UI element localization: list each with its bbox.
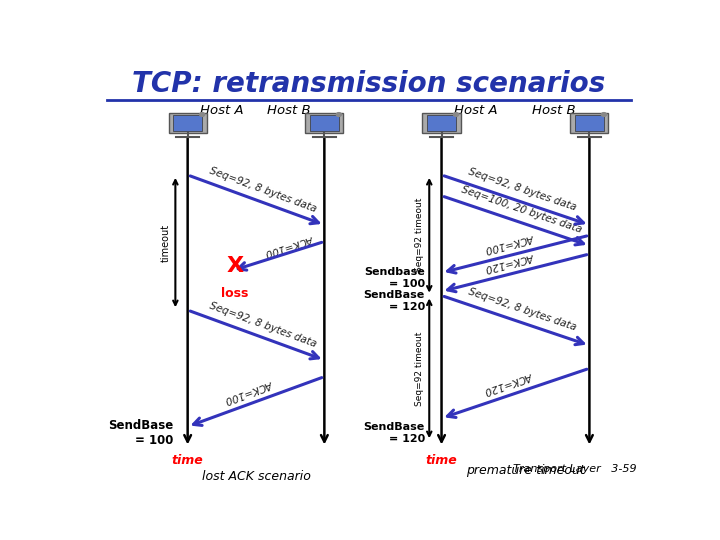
Text: Host B: Host B [532, 104, 575, 117]
Text: Seq=92, 8 bytes data: Seq=92, 8 bytes data [208, 165, 318, 214]
FancyBboxPatch shape [310, 115, 339, 131]
Text: ACK=100: ACK=100 [224, 378, 274, 404]
Text: Seq=92, 8 bytes data: Seq=92, 8 bytes data [467, 166, 577, 212]
Text: Transport Layer   3-59: Transport Layer 3-59 [513, 464, 637, 474]
Text: time: time [172, 454, 204, 467]
Text: timeout: timeout [161, 224, 171, 261]
Circle shape [336, 113, 341, 117]
FancyBboxPatch shape [570, 113, 608, 133]
Text: Seq=92, 8 bytes data: Seq=92, 8 bytes data [208, 300, 318, 349]
FancyBboxPatch shape [427, 115, 456, 131]
Text: loss: loss [221, 287, 249, 300]
Text: ACK=100: ACK=100 [264, 233, 315, 258]
Text: Seq=100, 20 bytes data: Seq=100, 20 bytes data [460, 185, 583, 235]
Text: ACK=120: ACK=120 [484, 370, 534, 395]
Text: Seq=92 timeout: Seq=92 timeout [415, 331, 423, 406]
FancyBboxPatch shape [423, 113, 461, 133]
Text: premature timeout: premature timeout [466, 464, 585, 477]
Text: lost ACK scenario: lost ACK scenario [202, 470, 310, 483]
FancyBboxPatch shape [173, 115, 202, 131]
Text: Seq=92 timeout: Seq=92 timeout [415, 198, 423, 273]
Text: Sendbase
= 100
SendBase
= 120: Sendbase = 100 SendBase = 120 [364, 267, 425, 312]
Text: Seq=92, 8 bytes data: Seq=92, 8 bytes data [467, 287, 577, 333]
Text: ACK=120: ACK=120 [485, 251, 536, 273]
Circle shape [454, 113, 459, 117]
Text: TCP: retransmission scenarios: TCP: retransmission scenarios [132, 70, 606, 98]
Text: time: time [426, 454, 457, 467]
Text: Host A: Host A [200, 104, 243, 117]
Text: X: X [227, 256, 243, 276]
Text: ACK=100: ACK=100 [485, 232, 536, 254]
Text: SendBase
= 120: SendBase = 120 [364, 422, 425, 443]
FancyBboxPatch shape [305, 113, 343, 133]
FancyBboxPatch shape [168, 113, 207, 133]
Circle shape [199, 113, 204, 117]
Text: SendBase
= 100: SendBase = 100 [109, 419, 174, 447]
Text: Host A: Host A [454, 104, 498, 117]
Text: Host B: Host B [267, 104, 310, 117]
Circle shape [601, 113, 606, 117]
FancyBboxPatch shape [575, 115, 604, 131]
